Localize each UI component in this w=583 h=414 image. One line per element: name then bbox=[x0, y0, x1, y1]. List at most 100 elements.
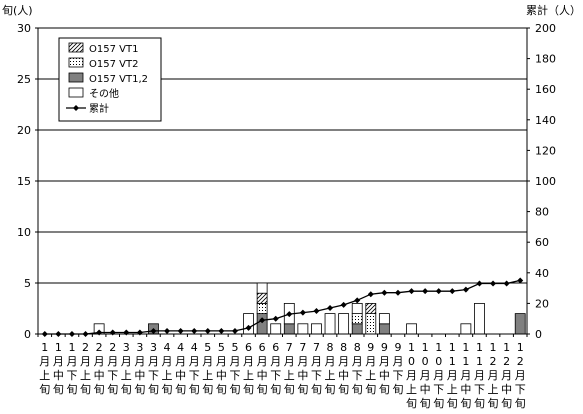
data-point-diamond bbox=[245, 324, 252, 331]
x-tick-label-char: 旬 bbox=[121, 383, 132, 396]
series-line-cumulative bbox=[44, 279, 521, 335]
x-tick-label-char: 上 bbox=[121, 369, 132, 382]
x-tick-label-char: 4 bbox=[164, 341, 171, 354]
x-tick-label-char: 下 bbox=[474, 383, 485, 396]
x-tick-label-char: 旬 bbox=[447, 397, 458, 410]
x-tick-label-char: 旬 bbox=[379, 383, 390, 396]
data-point-diamond bbox=[476, 280, 483, 287]
x-tick-label-char: 月 bbox=[447, 369, 458, 382]
x-tick-label-char: 下 bbox=[515, 383, 526, 396]
x-tick-label-char: 0 bbox=[408, 355, 415, 368]
x-tick-label-char: 6 bbox=[245, 341, 252, 354]
x-tick-label-char: 上 bbox=[406, 383, 417, 396]
x-tick-label-char: 7 bbox=[313, 341, 320, 354]
x-tick-label-char: 1 bbox=[462, 355, 469, 368]
x-tick-label-char: 旬 bbox=[148, 383, 159, 396]
x-tick-label-char: 旬 bbox=[107, 383, 118, 396]
x-tick-label-char: 1 bbox=[476, 355, 483, 368]
x-tick-label-char: 1 bbox=[435, 341, 442, 354]
x-tick-label-char: 中 bbox=[501, 383, 512, 396]
y-left-tick-label: 30 bbox=[17, 22, 31, 35]
data-point-diamond bbox=[191, 327, 198, 334]
x-tick-label-char: 5 bbox=[231, 341, 238, 354]
x-tick-label-char: 月 bbox=[433, 369, 444, 382]
data-point-diamond bbox=[204, 327, 211, 334]
x-tick-label-char: 旬 bbox=[284, 383, 295, 396]
bar-segment bbox=[365, 313, 377, 335]
y-right-tick-label: 200 bbox=[535, 22, 556, 35]
bar-segment bbox=[406, 323, 417, 335]
x-tick-label-char: 月 bbox=[515, 369, 526, 382]
x-tick-label-char: 旬 bbox=[229, 383, 240, 396]
x-tick-label-char: 上 bbox=[488, 383, 499, 396]
bar-segment bbox=[460, 323, 472, 335]
x-tick-label-char: 2 bbox=[503, 355, 510, 368]
y-left-tick-label: 15 bbox=[17, 175, 31, 188]
data-point-diamond bbox=[272, 315, 279, 322]
x-tick-label-char: 下 bbox=[352, 369, 363, 382]
x-tick-label-char: 3 bbox=[150, 341, 157, 354]
bar-segment bbox=[256, 282, 268, 294]
x-tick-label-char: 下 bbox=[66, 369, 77, 382]
x-tick-label-char: 月 bbox=[338, 355, 349, 368]
data-point-diamond bbox=[394, 289, 401, 296]
data-point-diamond bbox=[490, 280, 497, 287]
x-tick-label-char: 旬 bbox=[365, 383, 376, 396]
x-tick-label-char: 月 bbox=[488, 369, 499, 382]
x-tick-label-char: 月 bbox=[229, 355, 240, 368]
x-tick-label-char: 旬 bbox=[311, 383, 322, 396]
x-tick-label-char: 月 bbox=[121, 355, 132, 368]
x-tick-label-char: 中 bbox=[94, 369, 105, 382]
x-tick-label-char: 旬 bbox=[474, 397, 485, 410]
x-tick-label-char: 2 bbox=[109, 341, 116, 354]
x-tick-label-char: 1 bbox=[517, 341, 524, 354]
bar-segment bbox=[324, 313, 336, 335]
x-tick-label-char: 7 bbox=[299, 341, 306, 354]
x-tick-label-char: 旬 bbox=[243, 383, 254, 396]
y-right-tick-label: 0 bbox=[535, 328, 542, 341]
data-point-diamond bbox=[299, 309, 306, 316]
x-tick-label-char: 1 bbox=[449, 355, 456, 368]
bar-segment bbox=[256, 313, 268, 335]
x-tick-label-char: 7 bbox=[286, 341, 293, 354]
data-point-diamond bbox=[259, 317, 266, 324]
x-tick-label-char: 月 bbox=[365, 355, 376, 368]
x-tick-label-char: 旬 bbox=[66, 383, 77, 396]
bar-segment bbox=[311, 323, 322, 335]
x-tick-label-char: 下 bbox=[107, 369, 118, 382]
x-tick-label-char: 1 bbox=[422, 341, 429, 354]
x-tick-label-char: 月 bbox=[189, 355, 200, 368]
x-tick-label-char: 旬 bbox=[189, 383, 200, 396]
x-tick-label-char: 3 bbox=[123, 341, 130, 354]
data-point-diamond bbox=[517, 277, 524, 284]
x-tick-label-char: 月 bbox=[474, 369, 485, 382]
data-point-diamond bbox=[422, 288, 429, 295]
x-tick-label-char: 上 bbox=[39, 369, 50, 382]
x-tick-label-char: 月 bbox=[80, 355, 91, 368]
x-tick-label-char: 中 bbox=[53, 369, 64, 382]
bar-segment bbox=[351, 313, 363, 325]
x-tick-label-char: 旬 bbox=[80, 383, 91, 396]
x-tick-label-char: 1 bbox=[449, 341, 456, 354]
x-tick-label-char: 月 bbox=[257, 355, 268, 368]
y-right-tick-label: 40 bbox=[535, 267, 549, 280]
y-left-tick-label: 20 bbox=[17, 124, 31, 137]
x-tick-label-char: 8 bbox=[327, 341, 334, 354]
x-tick-label-char: 9 bbox=[367, 341, 374, 354]
x-tick-label-char: 1 bbox=[55, 341, 62, 354]
bar-segment bbox=[256, 302, 268, 314]
x-tick-label-char: 1 bbox=[490, 341, 497, 354]
legend-swatch bbox=[68, 57, 84, 68]
data-point-diamond bbox=[435, 288, 442, 295]
x-tick-label-char: 上 bbox=[365, 369, 376, 382]
x-tick-label-char: 2 bbox=[490, 355, 497, 368]
x-tick-label-char: 旬 bbox=[175, 383, 186, 396]
x-tick-label-char: 6 bbox=[272, 341, 279, 354]
y-left-tick-label: 10 bbox=[17, 226, 31, 239]
bar-segment bbox=[338, 313, 350, 335]
x-tick-label-char: 2 bbox=[96, 341, 103, 354]
y-left-tick-label: 5 bbox=[24, 277, 31, 290]
x-tick-label-char: 旬 bbox=[162, 383, 173, 396]
x-tick-label-char: 月 bbox=[175, 355, 186, 368]
